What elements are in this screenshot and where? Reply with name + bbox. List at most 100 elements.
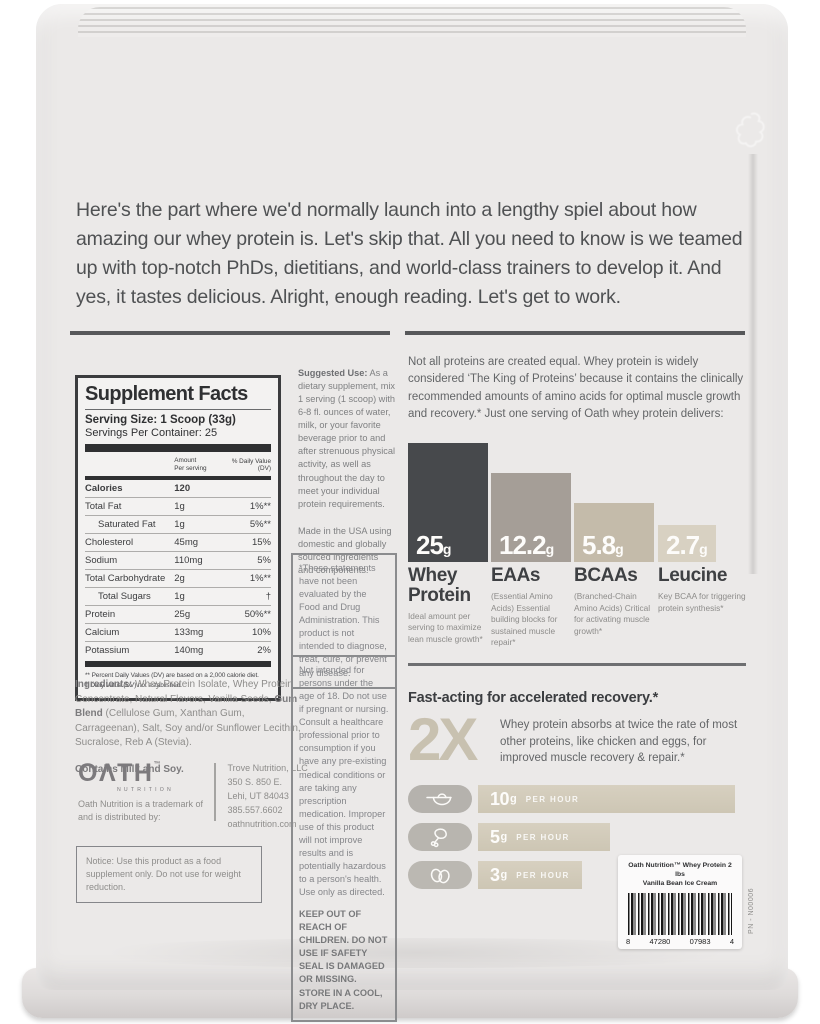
bag-crease [748,154,758,574]
absorption-row-whey: 10 g PER HOUR [408,785,735,813]
barcode-title-line1: Oath Nutrition™ Whey Protein 2 lbs [628,862,732,879]
nutrient-amount: 45mg [174,537,199,549]
suggested-use-text: Suggested Use: As a dietary supplement, … [298,367,396,511]
bar-name: BCAAs [574,565,638,586]
divider-left [70,331,390,335]
oath-logo-text: OΛTH [78,759,154,787]
nutrient-amount: 2g [174,573,185,585]
intro-paragraph: Here's the part where we'd normally laun… [76,199,743,308]
barcode-stripes [628,892,732,935]
nutrient-dv: 10% [251,627,271,639]
barcode-digit: 4 [729,936,734,946]
bar-unit: g [545,541,555,557]
address-line: 350 S. 850 E. [227,776,283,787]
multiplier-text: 2X [408,706,478,773]
bar-value: 12.2 [499,530,547,560]
rate-value: 5 [490,826,500,847]
oath-logo: OΛTH™ [78,761,206,786]
dv-header: % Daily Value (DV) [231,458,271,473]
rate-value: 3 [490,864,500,885]
barcode-digit: 47280 [649,936,671,946]
address-line: oathnutrition.com [227,818,297,829]
bar-value-label: 5.8g [582,532,624,558]
chart-labels: Whey Protein Ideal amount per serving to… [408,566,753,662]
barcode-digit: 8 [626,936,631,946]
chart-label-bcaas: BCAAs (Branched-Chain Amino Acids) Criti… [574,566,660,637]
chart-bar-eaas: 12.2g [491,473,571,562]
chart-label-whey-protein: Whey Protein Ideal amount per serving to… [408,566,494,646]
warning-text: Not intended for persons under the age o… [299,665,389,898]
table-row: Total Sugars 1g † [85,587,271,605]
table-row: Potassium 140mg 2% [85,641,271,659]
nutrient-name: Calories [85,483,123,495]
table-row: Sodium 110mg 5% [85,551,271,569]
bar-value-label: 2.7g [666,532,708,558]
bar-value: 25 [416,530,444,560]
address-line: 385.557.6602 [227,804,283,815]
suggested-use-label: Suggested Use: [298,368,368,378]
distributor-address: Trove Nutrition, LLC 350 S. 850 E. Lehi,… [228,761,308,832]
made-in-usa-text: Made in the USA using domestic and globa… [298,525,392,575]
bar-value-label: 25g [416,532,451,558]
nutrient-name: Sodium [85,555,118,567]
scoop-icon [426,793,452,806]
chart-label-leucine: Leucine Key BCAA for triggering protein … [658,566,753,614]
ingredients-block: Ingredients: Whey Protein Isolate, Whey … [75,678,309,777]
warning-box: Not intended for persons under the age o… [291,655,397,1022]
chart-bar-bcaas: 5.8g [574,503,654,562]
fda-disclaimer-box: *These statements have not been evaluate… [291,553,397,689]
rate-value: 10 [490,788,510,809]
chart-bar-leucine: 2.7g [658,525,716,562]
chart-bar-whey-protein: 25g [408,443,488,562]
ingredients-label: Ingredients: [75,679,133,690]
nutrition-rows: Calories 120 Total Fat 1g 1%** Saturated… [85,480,271,659]
recovery-heading: Fast-acting for accelerated recovery.* [408,690,659,706]
table-row: Calcium 133mg 10% [85,623,271,641]
nutrient-dv: 2% [257,645,271,657]
section-divider [408,663,746,666]
recovery-paragraph: Whey protein absorbs at twice the rate o… [500,719,738,765]
nutrient-amount: 25g [174,609,191,621]
nutrient-name: Total Carbohydrate [85,573,166,585]
gum-blend-label: Gum Blend [75,693,298,720]
amino-acid-chart: 25g 12.2g 5.8g 2.7g [408,439,748,562]
nutrient-amount: 133mg [174,627,204,639]
thick-rule [85,444,271,452]
bar-desc: (Branched-Chain Amino Acids) Critical fo… [574,590,651,636]
rate-label: PER HOUR [525,794,580,804]
nutrient-name: Saturated Fat [98,519,156,531]
ingredients-text: Ingredients: Whey Protein Isolate, Whey … [75,678,309,751]
rate-unit: g [500,831,508,843]
table-row: Total Fat 1g 1%** [85,497,271,515]
allergen-statement: Contains Milk and Soy. [75,763,184,775]
serving-size: Serving Size: 1 Scoop (33g) [85,414,236,426]
suggested-use-body: As a dietary supplement, mix 1 serving (… [298,368,396,509]
nutrient-name: Protein [85,609,116,621]
table-row: Calories 120 [85,480,271,497]
trademark-symbol: ™ [153,761,161,768]
nutrient-name: Total Sugars [98,591,151,603]
eggs-icon [430,868,450,884]
table-header: Amount Per serving % Daily Value (DV) [85,455,271,474]
amount-header-line1: Amount [174,457,197,464]
embossed-logo-icon [736,112,765,148]
nutrient-dv: 15% [251,537,271,549]
vertical-divider [214,763,216,821]
nutrient-dv: 1%** [249,501,271,513]
dv-footnote: ** Percent Daily Values (DV) are based o… [85,672,259,680]
icon-pill [408,823,472,851]
rate-label: PER HOUR [516,832,570,842]
bag-seal-ridges [78,7,746,37]
medium-rule [85,476,271,481]
nutrient-name: Total Fat [85,501,122,513]
table-row: Cholesterol 45mg 15% [85,533,271,551]
servings-per-container: Servings Per Container: 25 [85,427,218,439]
icon-pill [408,785,472,813]
ingredients-part1: Whey Protein Isolate, Whey Protein Conce… [75,679,293,705]
oath-logo-subtext: NUTRITION [116,787,174,793]
